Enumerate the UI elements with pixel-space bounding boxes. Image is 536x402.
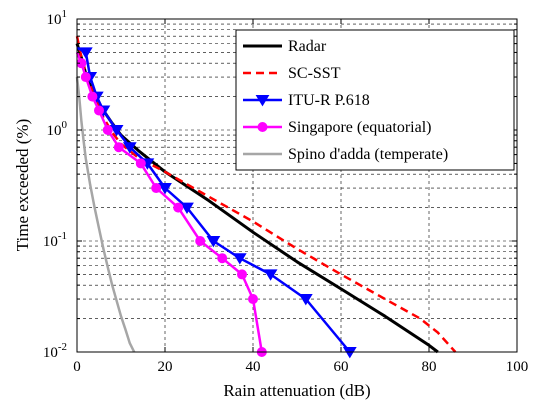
data-point xyxy=(80,72,91,83)
y-tick-label: 101 xyxy=(47,8,68,28)
x-tick-label: 80 xyxy=(422,359,437,375)
legend-label: SC-SST xyxy=(288,65,341,82)
legend-box xyxy=(235,29,515,171)
y-tick-label: 10-1 xyxy=(43,230,67,250)
legend-label: Radar xyxy=(288,38,327,55)
data-point xyxy=(206,236,221,248)
data-point xyxy=(158,183,172,195)
y-tick-labels: 10-2 10-1 100 101 xyxy=(43,8,68,361)
data-point xyxy=(122,142,137,154)
series-spino-d-adda-temperate xyxy=(75,76,136,353)
x-axis-label: Rain attenuation (dB) xyxy=(223,381,370,400)
x-tick-label: 20 xyxy=(158,359,173,375)
data-point xyxy=(87,91,98,102)
y-tick-label: 10-2 xyxy=(43,341,67,361)
legend-marker xyxy=(255,95,270,107)
series-group xyxy=(75,35,457,359)
data-point xyxy=(94,105,104,116)
legend-label: Singapore (equatorial) xyxy=(288,119,432,136)
data-point xyxy=(217,253,228,264)
legend-marker xyxy=(257,122,268,132)
legend-label: Spino d'adda (temperate) xyxy=(288,146,448,163)
data-point xyxy=(135,158,146,169)
y-axis-label: Time exceeded (%) xyxy=(13,119,32,252)
x-tick-label: 100 xyxy=(506,359,529,375)
x-tick-labels: 0 20 40 60 80 100 xyxy=(73,359,528,375)
x-tick-label: 40 xyxy=(246,359,261,375)
data-point xyxy=(151,183,162,194)
data-point xyxy=(237,269,247,280)
series-line xyxy=(75,76,136,353)
data-point xyxy=(109,125,124,137)
data-point xyxy=(113,142,124,153)
data-point xyxy=(173,202,184,213)
series-sc-sst xyxy=(75,35,457,353)
data-point xyxy=(248,294,258,305)
data-point xyxy=(298,294,313,306)
data-point xyxy=(195,236,206,246)
data-point xyxy=(180,202,194,214)
plot-frame xyxy=(76,18,518,353)
data-point xyxy=(263,269,278,281)
x-tick-label: 60 xyxy=(334,359,349,375)
legend-label: ITU-R P.618 xyxy=(288,92,370,109)
y-tick-label: 100 xyxy=(47,119,68,139)
x-tick-label: 0 xyxy=(73,359,81,375)
series-line xyxy=(75,35,457,353)
data-point xyxy=(232,253,247,265)
legend: Radar SC-SST ITU-R P.618 Singapore (equator… xyxy=(235,29,515,171)
data-point xyxy=(78,47,93,59)
series-singapore-equatorial xyxy=(75,51,267,357)
data-point xyxy=(102,125,113,135)
